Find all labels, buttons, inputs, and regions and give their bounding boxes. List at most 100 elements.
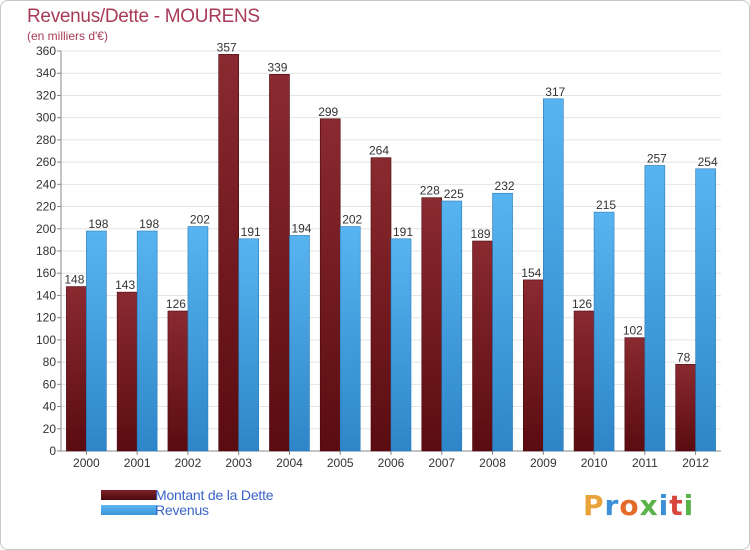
bar-revenue <box>289 235 310 452</box>
y-tick-label: 260 <box>36 155 56 169</box>
data-label-revenue: 225 <box>444 187 464 201</box>
bar-debt <box>319 118 341 452</box>
bar-debt <box>523 279 544 452</box>
label-layer: 148 198 143 198 126 202 357 191 339 194 299 202 264 1… <box>64 40 718 364</box>
bar-debt <box>167 310 189 452</box>
y-tick-label: 60 <box>43 377 57 391</box>
bar-revenue <box>695 168 716 452</box>
y-tick-label: 140 <box>36 288 56 302</box>
data-label-debt: 126 <box>572 297 592 311</box>
y-tick-label: 100 <box>36 333 56 347</box>
legend-item-debt: Montant de la Dette <box>101 486 274 503</box>
chart-title: Revenus/Dette - MOURENS <box>27 6 260 27</box>
legend: Montant de la Dette Revenus <box>101 486 274 518</box>
y-tick-label: 300 <box>36 111 56 125</box>
y-tick-label: 320 <box>36 88 56 102</box>
bar-revenue <box>543 98 564 452</box>
x-tick-label: 2002 <box>175 456 202 470</box>
bar-revenue <box>441 200 463 452</box>
bar-revenue <box>187 226 209 452</box>
bar-debt <box>218 54 239 452</box>
data-label-debt: 228 <box>420 184 440 198</box>
x-tick-label: 2011 <box>632 456 658 470</box>
data-label-debt: 339 <box>267 60 287 74</box>
data-label-revenue: 198 <box>88 217 108 231</box>
x-tick-label: 2012 <box>682 456 709 470</box>
y-tick-label: 40 <box>43 400 57 414</box>
bar-revenue <box>339 226 361 452</box>
data-label-debt: 126 <box>166 297 186 311</box>
legend-swatch-debt <box>101 489 157 500</box>
x-tick-label: 2004 <box>276 456 303 470</box>
data-label-revenue: 191 <box>393 225 413 239</box>
logo-letter: x <box>639 489 659 522</box>
y-tick-label: 280 <box>36 133 56 147</box>
bar-debt <box>421 197 443 452</box>
data-label-revenue: 198 <box>139 217 159 231</box>
x-tick-label: 2000 <box>73 456 100 470</box>
legend-item-revenue: Revenus <box>101 502 273 518</box>
data-label-revenue: 215 <box>596 198 616 212</box>
data-label-revenue: 232 <box>495 179 515 193</box>
y-tick-label: 160 <box>36 266 56 280</box>
legend-label-debt: Montant de la Dette <box>155 486 274 503</box>
bar-revenue <box>593 211 615 452</box>
bar-debt <box>573 310 595 452</box>
x-tick-label: 2001 <box>124 456 151 470</box>
y-tick-label: 0 <box>49 444 56 458</box>
legend-swatch-revenue <box>101 504 157 515</box>
bar-revenue <box>492 192 513 452</box>
logo-letter: t <box>669 489 684 522</box>
chart-subtitle: (en milliers d'€) <box>27 29 108 43</box>
bar-debt <box>472 240 493 452</box>
data-label-revenue: 254 <box>698 155 718 169</box>
bar-debt <box>66 286 87 452</box>
x-tick-label: 2006 <box>378 456 405 470</box>
proxiti-logo: Proxiti <box>583 489 694 522</box>
data-label-revenue: 191 <box>241 225 261 239</box>
data-label-debt: 102 <box>623 324 643 338</box>
y-tick-label: 120 <box>36 311 56 325</box>
data-label-debt: 154 <box>521 266 541 280</box>
logo-letter: P <box>583 489 605 522</box>
logo-letter: i <box>683 489 695 522</box>
y-tick-label: 360 <box>36 44 56 58</box>
bar-layer <box>66 54 716 452</box>
bar-revenue <box>86 230 107 452</box>
y-tick-label: 340 <box>36 66 56 80</box>
data-label-debt: 143 <box>115 278 135 292</box>
y-tick-label: 80 <box>43 355 57 369</box>
axis-layer: 0 20 40 60 80 100 120 140 160 180 200 220 240 260 280 3… <box>36 44 721 470</box>
data-label-debt: 357 <box>217 40 237 54</box>
y-tick-label: 240 <box>36 177 56 191</box>
data-label-revenue: 194 <box>291 221 311 235</box>
x-tick-label: 2009 <box>530 456 557 470</box>
x-tick-label: 2007 <box>428 456 455 470</box>
x-tick-label: 2008 <box>479 456 506 470</box>
bar-debt <box>675 364 696 452</box>
bar-debt <box>269 74 290 452</box>
logo-letter: i <box>658 489 670 522</box>
x-tick-label: 2005 <box>327 456 354 470</box>
data-label-debt: 78 <box>677 350 691 364</box>
bar-debt <box>624 337 646 452</box>
data-label-debt: 189 <box>471 227 491 241</box>
bar-debt <box>370 157 392 452</box>
x-tick-label: 2010 <box>581 456 608 470</box>
data-label-revenue: 202 <box>342 213 362 227</box>
bar-debt <box>116 291 138 452</box>
y-tick-label: 220 <box>36 200 56 214</box>
data-label-debt: 264 <box>369 144 389 158</box>
bar-revenue <box>136 230 158 452</box>
y-tick-label: 180 <box>36 244 56 258</box>
y-tick-label: 200 <box>36 222 56 236</box>
bar-revenue <box>644 165 666 452</box>
x-tick-label: 2003 <box>225 456 252 470</box>
bar-revenue <box>238 238 259 452</box>
data-label-debt: 299 <box>318 105 338 119</box>
data-label-revenue: 257 <box>647 151 667 165</box>
data-label-revenue: 317 <box>545 85 565 99</box>
bar-revenue <box>390 238 412 452</box>
